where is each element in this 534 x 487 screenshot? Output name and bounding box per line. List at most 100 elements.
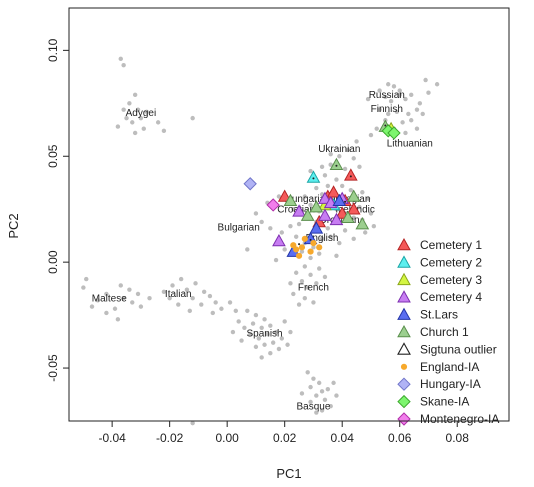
reference-point bbox=[340, 183, 345, 189]
population-label: Russian bbox=[369, 90, 405, 101]
reference-point bbox=[363, 230, 368, 235]
reference-point bbox=[414, 107, 420, 112]
reference-point bbox=[288, 281, 293, 286]
reference-point bbox=[296, 221, 302, 227]
reference-point bbox=[342, 166, 348, 172]
reference-point bbox=[268, 323, 273, 328]
sigtuna-outlier-marker-dot bbox=[344, 200, 347, 203]
reference-point bbox=[161, 289, 167, 295]
reference-point bbox=[311, 376, 316, 381]
population-label: Spanish bbox=[246, 328, 282, 339]
reference-point bbox=[95, 298, 100, 303]
legend-label-montenegro-ia: Montenegro-IA bbox=[420, 412, 499, 426]
reference-point bbox=[147, 295, 152, 301]
reference-point bbox=[302, 295, 308, 301]
x-tick-label: 0.02 bbox=[273, 431, 297, 445]
sigtuna-outlier-marker-dot bbox=[312, 177, 315, 180]
legend-label-cemetery-3: Cemetery 3 bbox=[420, 273, 482, 287]
legend-marker-cemetery-2 bbox=[397, 255, 411, 268]
sigtuna-outlier-marker-dot bbox=[309, 238, 312, 241]
reference-point bbox=[423, 77, 428, 83]
reference-point bbox=[121, 295, 126, 301]
reference-point bbox=[365, 196, 371, 201]
legend: Cemetery 1 Cemetery 2 Cemetery 3 Cemetery 4… bbox=[397, 237, 499, 426]
legend-label-church-1: Church 1 bbox=[420, 325, 469, 339]
reference-point bbox=[187, 308, 192, 314]
reference-point bbox=[115, 124, 121, 129]
population-label: Basque bbox=[296, 401, 330, 412]
reference-point bbox=[118, 283, 123, 288]
reference-point bbox=[279, 336, 285, 341]
reference-point bbox=[293, 270, 299, 275]
reference-point bbox=[291, 291, 296, 297]
reference-point bbox=[305, 285, 310, 290]
reference-point bbox=[282, 247, 287, 252]
legend-marker-skane-ia bbox=[397, 394, 411, 409]
reference-point bbox=[325, 387, 331, 392]
reference-point bbox=[305, 370, 310, 375]
reference-point bbox=[328, 151, 333, 157]
reference-point bbox=[190, 420, 195, 426]
reference-point bbox=[268, 351, 273, 356]
reference-point bbox=[193, 281, 198, 286]
reference-point bbox=[357, 164, 362, 170]
population-label: Bulgarian bbox=[218, 222, 260, 233]
reference-point bbox=[319, 164, 325, 170]
x-axis-ticks: -0.04 -0.02 0.00 0.02 0.04 0.06 0.08 bbox=[98, 421, 469, 445]
reference-point bbox=[308, 272, 313, 278]
reference-point bbox=[144, 109, 149, 114]
reference-point bbox=[409, 118, 414, 123]
reference-point bbox=[397, 92, 402, 98]
x-tick-label: -0.02 bbox=[156, 431, 184, 445]
church-1-marker bbox=[346, 189, 361, 202]
x-tick-label: 0.06 bbox=[388, 431, 412, 445]
legend-label-england-ia: England-IA bbox=[420, 360, 479, 374]
reference-point bbox=[417, 101, 423, 106]
cemetery-1-marker bbox=[326, 185, 341, 198]
reference-point bbox=[161, 128, 167, 134]
reference-point bbox=[207, 293, 213, 299]
reference-point bbox=[351, 215, 356, 220]
reference-point bbox=[299, 391, 305, 396]
reference-point bbox=[121, 107, 126, 112]
reference-point bbox=[374, 126, 379, 131]
reference-point bbox=[276, 346, 282, 352]
reference-point bbox=[360, 190, 365, 195]
reference-point bbox=[414, 126, 420, 131]
reference-point bbox=[210, 310, 215, 316]
reference-point bbox=[311, 300, 316, 305]
reference-point bbox=[397, 88, 402, 93]
reference-point bbox=[239, 338, 244, 343]
reference-point bbox=[365, 96, 371, 102]
legend-marker-montenegro-ia bbox=[397, 412, 411, 426]
population-label: Hungarian bbox=[285, 194, 331, 205]
reference-point bbox=[127, 101, 132, 106]
reference-point bbox=[130, 120, 135, 125]
reference-point bbox=[245, 247, 250, 252]
st-lars-marker bbox=[332, 193, 347, 207]
reference-point bbox=[84, 276, 89, 282]
legend-label-hungary-ia: Hungary-IA bbox=[420, 377, 481, 391]
reference-point bbox=[391, 84, 397, 89]
reference-point bbox=[81, 285, 86, 290]
reference-point bbox=[351, 236, 356, 242]
reference-point bbox=[104, 291, 109, 297]
reference-point bbox=[311, 245, 316, 250]
reference-point bbox=[178, 276, 184, 282]
x-tick-label: 0.00 bbox=[215, 431, 239, 445]
cemetery-4-marker bbox=[292, 204, 306, 217]
montenegro-ia-marker bbox=[266, 198, 280, 212]
reference-point bbox=[337, 154, 342, 159]
population-label: Adygei bbox=[126, 108, 157, 119]
reference-point bbox=[132, 130, 138, 136]
church-1-marker bbox=[283, 193, 298, 207]
y-axis-ticks: -0.05 0.00 0.05 0.10 bbox=[46, 38, 69, 382]
reference-point bbox=[354, 139, 359, 144]
legend-marker-england-ia bbox=[400, 363, 408, 370]
cemetery-1-marker bbox=[335, 206, 350, 219]
x-tick-label: 0.04 bbox=[331, 431, 355, 445]
reference-point bbox=[394, 109, 400, 114]
legend-label-sigtuna-outlier: Sigtuna outlier bbox=[420, 342, 497, 356]
reference-point bbox=[135, 291, 141, 297]
reference-point bbox=[316, 380, 322, 386]
